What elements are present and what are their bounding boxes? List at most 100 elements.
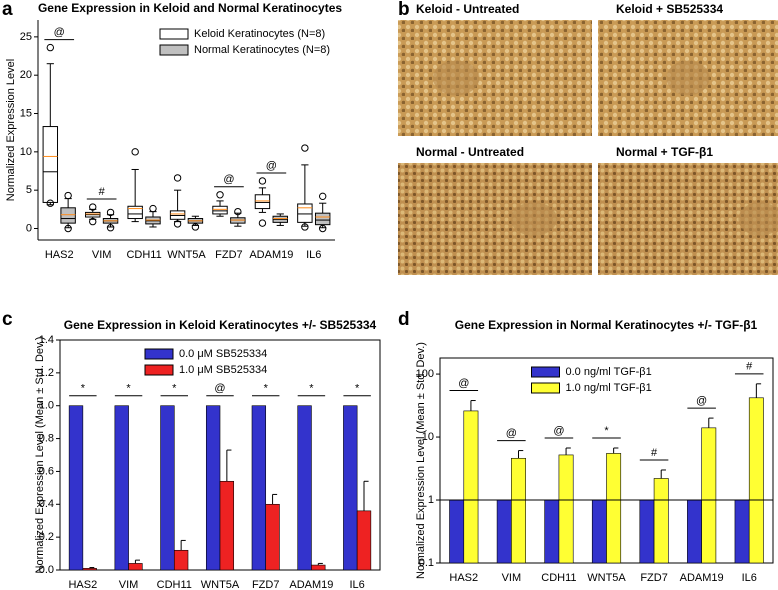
- bar: [265, 503, 280, 571]
- x-tick-label: VIM: [502, 572, 522, 584]
- legend-label: Keloid Keratinocytes (N=8): [194, 28, 325, 40]
- significance-mark: *: [126, 383, 131, 395]
- bar: [449, 499, 465, 564]
- outlier: [89, 217, 97, 226]
- significance-mark: #: [746, 361, 753, 373]
- panel-letter: a: [2, 0, 13, 20]
- box: [254, 194, 271, 210]
- x-tick-label: WNT5A: [167, 249, 206, 261]
- bar: [606, 453, 622, 564]
- bar: [173, 549, 189, 571]
- micrograph: [398, 20, 592, 136]
- x-tick-label: FZD7: [252, 579, 280, 590]
- panel-letter: c: [2, 309, 13, 330]
- legend-label: 0.0 ng/ml TGF-β1: [566, 366, 652, 378]
- annotation: @: [266, 160, 277, 172]
- box: [127, 205, 143, 220]
- bar: [544, 499, 560, 564]
- outlier: [64, 224, 72, 233]
- micrograph-gap: [738, 202, 778, 236]
- micrograph: [398, 163, 592, 275]
- outlier: [89, 203, 97, 211]
- bar: [463, 410, 479, 564]
- y-tick-label: 10: [422, 431, 434, 443]
- panel-letter: d: [398, 309, 410, 330]
- y-tick-label: 0.2: [39, 531, 54, 543]
- y-tick-label: 1.4: [39, 334, 54, 346]
- image-label: Normal + TGF-β1: [616, 145, 713, 159]
- outlier: [234, 207, 242, 216]
- bar: [128, 563, 143, 571]
- significance-mark: @: [696, 395, 707, 407]
- x-tick-label: IL6: [349, 579, 364, 590]
- y-tick-label: 0.1: [419, 557, 434, 569]
- significance-mark: *: [81, 383, 86, 395]
- x-tick-label: HAS2: [449, 572, 478, 584]
- y-tick-label: 0.8: [39, 432, 54, 444]
- bar: [219, 480, 235, 571]
- bar: [297, 405, 312, 571]
- x-tick-label: ADAM19: [289, 579, 333, 590]
- y-tick-label: 0.4: [39, 498, 54, 510]
- box: [60, 207, 76, 224]
- y-axis-label: Normalized Expression Level: [5, 59, 17, 201]
- outlier: [46, 43, 55, 52]
- box: [314, 212, 331, 226]
- outlier: [216, 191, 224, 199]
- annotation: @: [54, 27, 65, 39]
- bar: [687, 499, 702, 564]
- bar: [114, 405, 129, 571]
- micrograph-gap: [432, 60, 480, 96]
- significance-mark: *: [355, 383, 360, 395]
- x-tick-label: VIM: [92, 249, 112, 261]
- x-tick-label: WNT5A: [201, 579, 240, 590]
- significance-mark: *: [172, 383, 177, 395]
- bar: [511, 457, 526, 564]
- significance-mark: @: [214, 383, 225, 395]
- bar: [558, 454, 574, 564]
- legend-swatch: [159, 44, 189, 56]
- bar: [748, 397, 764, 564]
- outlier: [301, 223, 309, 231]
- x-tick-label: IL6: [306, 249, 321, 261]
- significance-mark: @: [506, 427, 517, 439]
- annotation: #: [99, 186, 106, 198]
- x-tick-label: IL6: [742, 572, 757, 584]
- bar: [356, 510, 372, 571]
- significance-mark: *: [264, 383, 269, 395]
- bar: [701, 427, 717, 564]
- outlier: [131, 148, 139, 156]
- legend-swatch: [144, 348, 174, 360]
- legend-swatch: [159, 28, 189, 40]
- box: [212, 205, 228, 215]
- legend-swatch: [144, 364, 174, 376]
- outlier: [258, 219, 267, 227]
- outlier: [64, 191, 72, 200]
- significance-mark: #: [651, 447, 658, 459]
- y-tick-label: 0: [26, 222, 32, 234]
- bar: [496, 499, 512, 564]
- outlier: [149, 204, 157, 213]
- significance-mark: *: [604, 425, 609, 437]
- chart-title: Gene Expression in Keloid and Normal Ker…: [38, 1, 342, 15]
- outlier: [318, 192, 327, 201]
- legend-label: 0.0 μM SB525334: [179, 348, 267, 360]
- x-tick-label: CDH11: [157, 579, 192, 590]
- outlier: [191, 223, 200, 231]
- x-tick-label: ADAM19: [249, 249, 293, 261]
- bar: [68, 405, 84, 571]
- legend-swatch: [531, 382, 560, 394]
- y-tick-label: 0.6: [39, 465, 54, 477]
- bar: [653, 478, 669, 564]
- outlier: [106, 208, 115, 217]
- outlier: [258, 177, 267, 185]
- bar: [311, 564, 326, 571]
- y-tick-label: 1.0: [39, 400, 54, 412]
- micrograph-gap: [510, 202, 558, 236]
- y-axis-label: Normalized Expression Level (Mean ± Std.…: [415, 342, 427, 579]
- bar: [639, 499, 655, 564]
- chart-title: Gene Expression in Normal Keratinocytes …: [455, 318, 758, 332]
- y-tick-label: 5: [26, 184, 32, 196]
